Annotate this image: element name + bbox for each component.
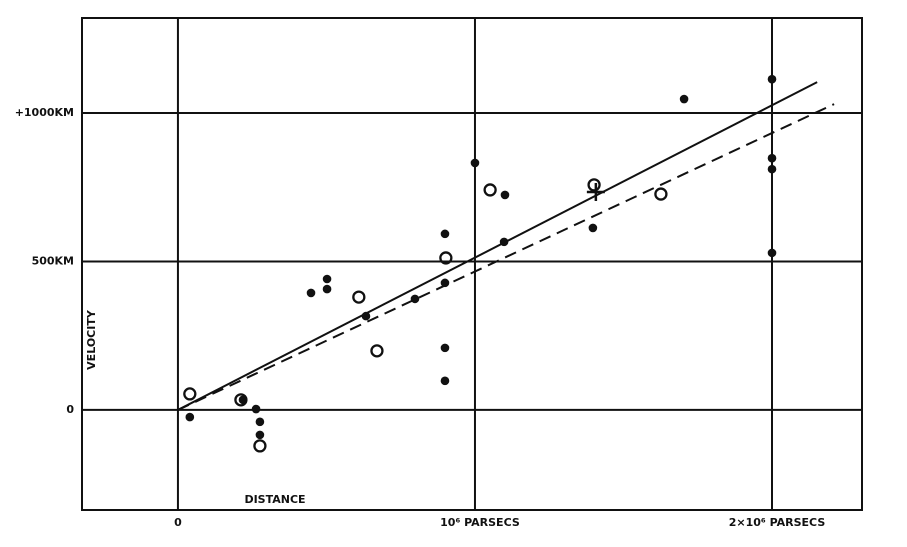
filled-point	[251, 404, 261, 414]
fit-line	[177, 81, 818, 411]
open-point	[183, 387, 197, 401]
filled-point	[767, 248, 777, 258]
filled-point	[767, 74, 777, 84]
filled-point	[588, 223, 598, 233]
filled-point	[500, 190, 510, 200]
x-tick-label: 10⁶ PARSECS	[440, 516, 520, 529]
y-axis-label: VELOCITY	[85, 309, 98, 370]
filled-point	[255, 430, 265, 440]
x-tick-label: 0	[174, 516, 182, 529]
open-point	[587, 178, 601, 192]
open-point	[370, 344, 384, 358]
filled-point	[255, 417, 265, 427]
open-point	[352, 290, 366, 304]
open-point	[439, 251, 453, 265]
open-point	[253, 439, 267, 453]
open-point	[234, 393, 248, 407]
filled-point	[767, 153, 777, 163]
filled-point	[306, 288, 316, 298]
y-tick-label: 0	[66, 403, 74, 416]
plot-frame	[81, 17, 863, 511]
x-axis-label: DISTANCE	[244, 493, 305, 506]
open-point	[654, 187, 668, 201]
filled-point	[440, 343, 450, 353]
open-point	[483, 183, 497, 197]
filled-point	[440, 376, 450, 386]
filled-point	[470, 158, 480, 168]
filled-point	[322, 284, 332, 294]
y-tick-label: +1000KM	[15, 106, 74, 119]
filled-point	[322, 274, 332, 284]
filled-point	[440, 229, 450, 239]
filled-point	[767, 164, 777, 174]
fit-line	[177, 103, 835, 411]
y-tick-label: 500KM	[32, 254, 74, 267]
filled-point	[679, 94, 689, 104]
x-tick-label: 2×10⁶ PARSECS	[729, 516, 826, 529]
filled-point	[185, 412, 195, 422]
